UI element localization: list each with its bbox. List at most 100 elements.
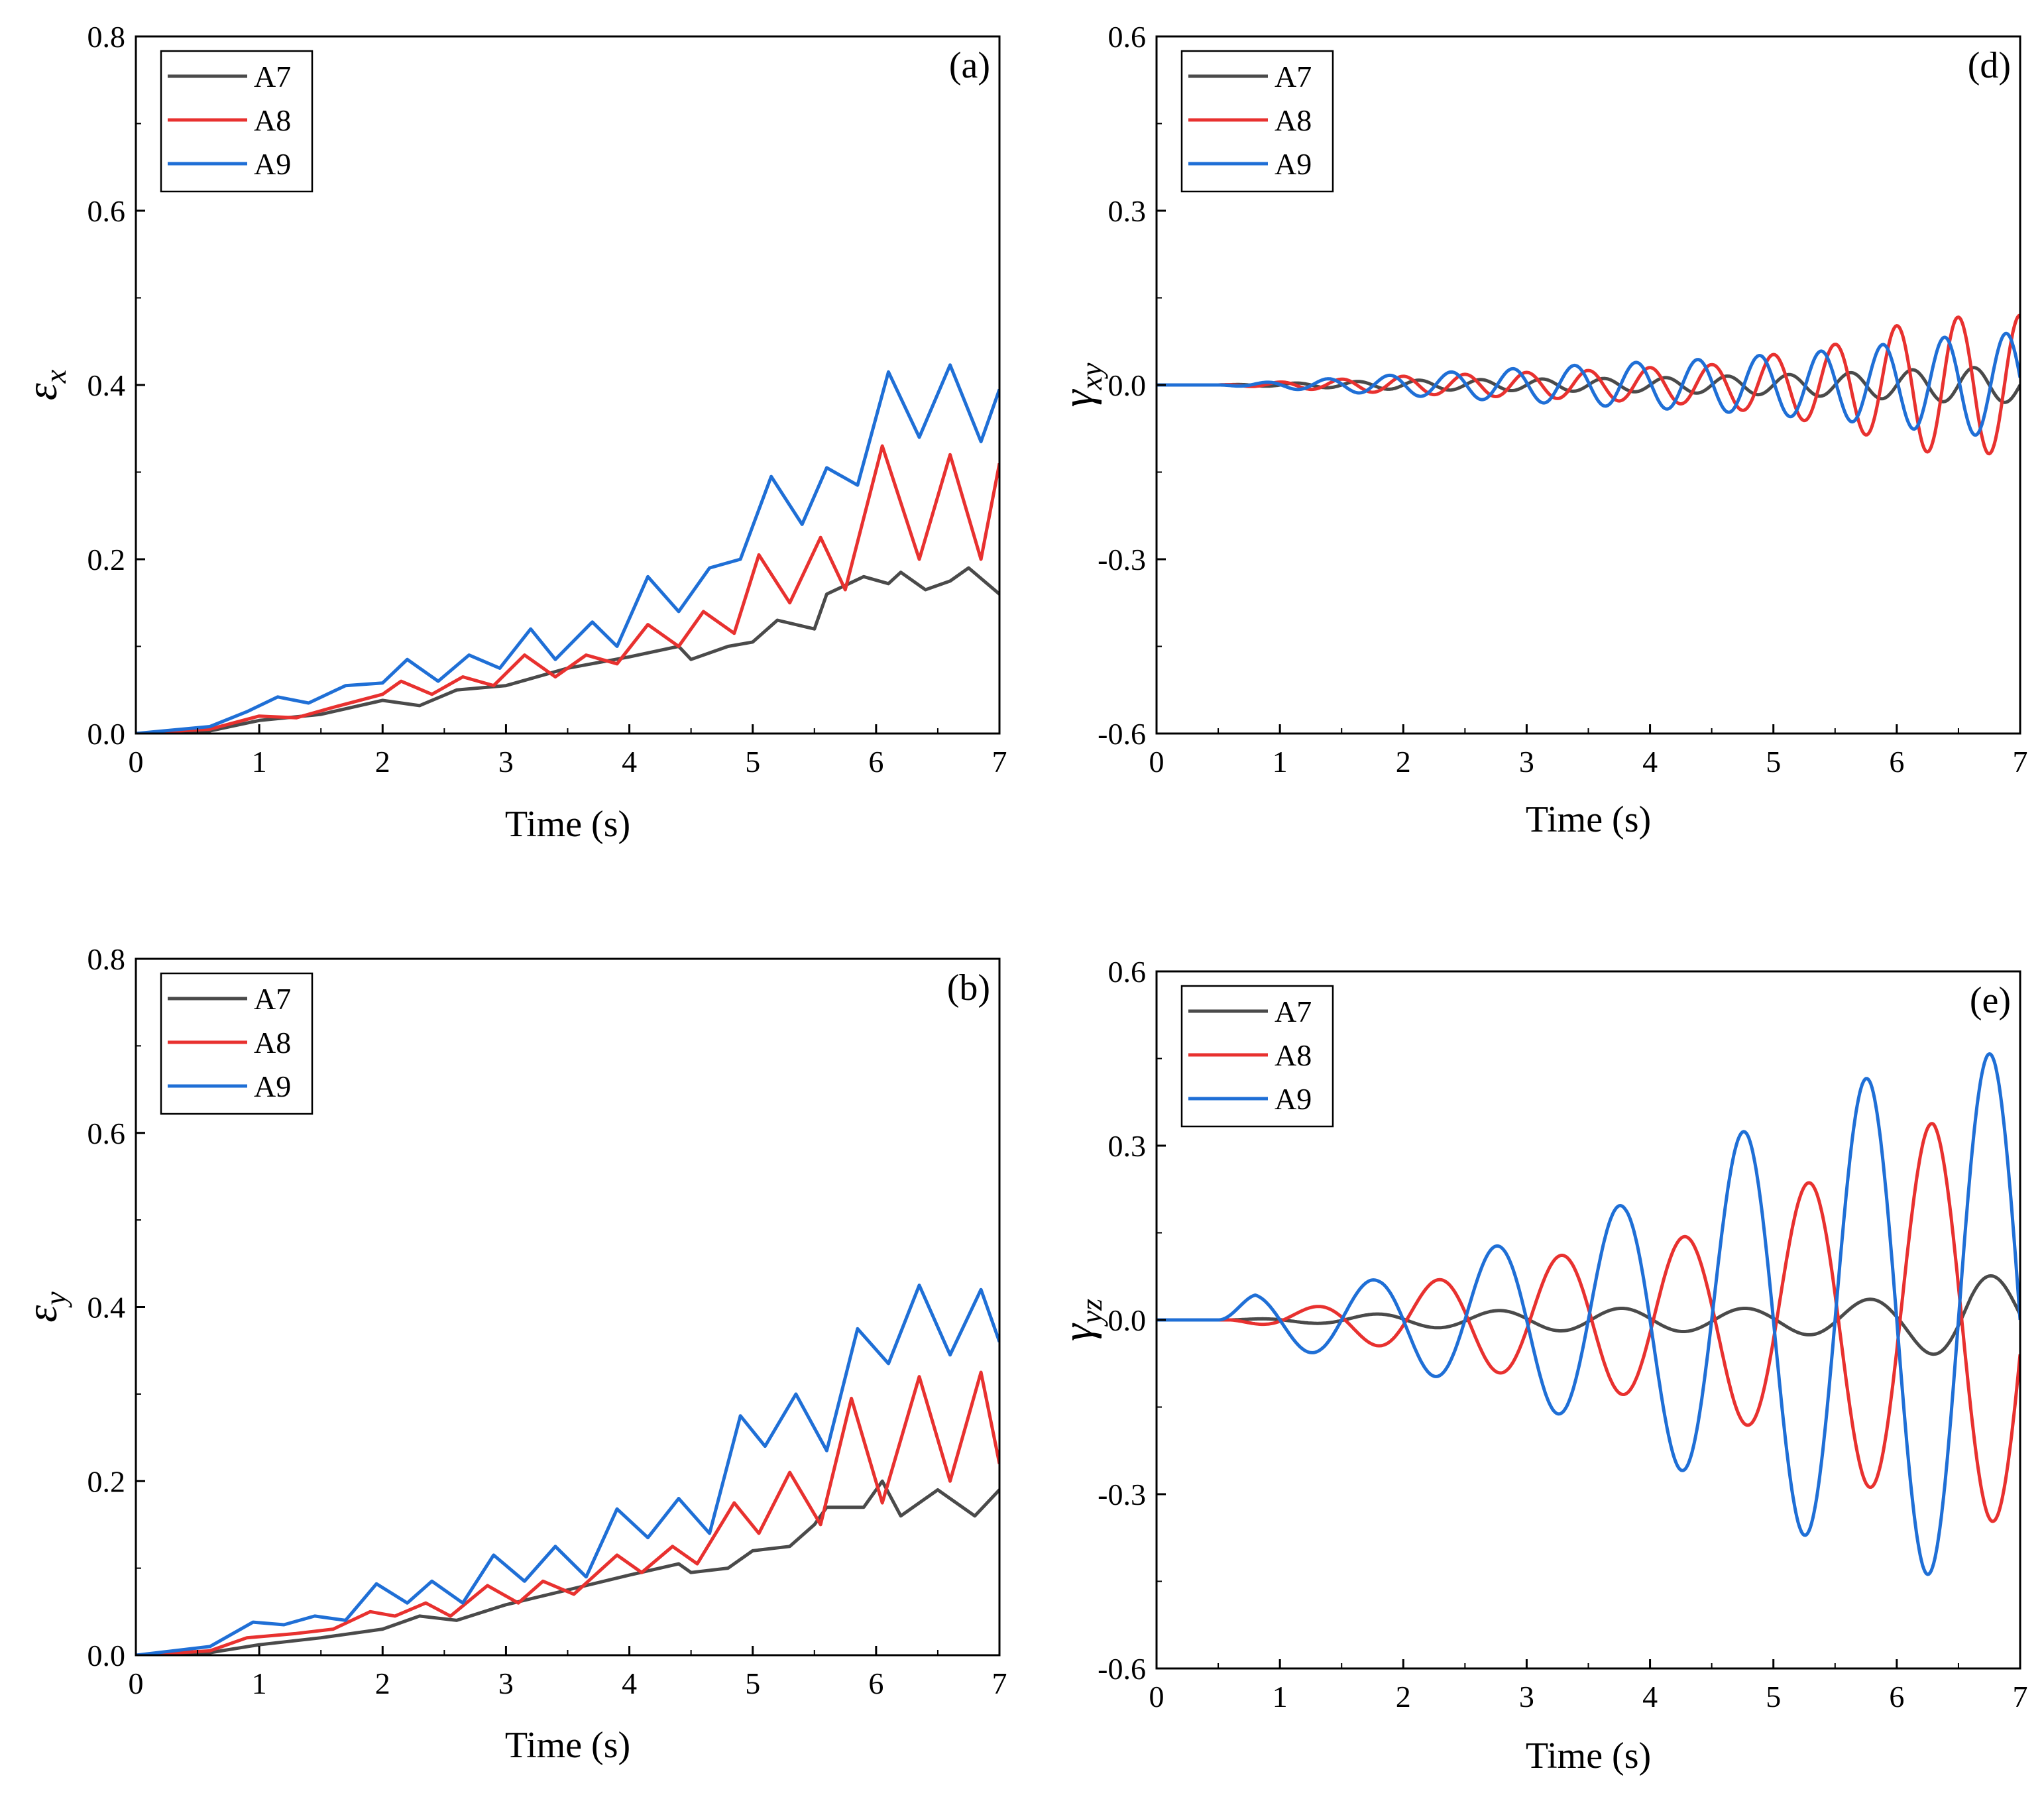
series-line-a7	[136, 1479, 999, 1655]
x-tick-label: 7	[2013, 1680, 2028, 1714]
y-axis-symbol: γ	[1054, 388, 1102, 407]
y-tick-label: -0.6	[1098, 1652, 1146, 1686]
x-tick-label: 6	[868, 745, 883, 779]
legend-label-a8: A8	[254, 1026, 291, 1060]
y-tick-label: 0.8	[87, 20, 126, 54]
panel-label: (d)	[1968, 45, 2011, 86]
y-axis-title: εx	[18, 369, 72, 400]
series-line-a8	[136, 1370, 999, 1655]
x-axis-title: Time (s)	[1526, 1735, 1651, 1776]
x-tick-label: 4	[622, 745, 637, 779]
series-line-a8	[1157, 313, 2020, 456]
legend-label-a9: A9	[254, 147, 291, 181]
y-tick-label: 0.8	[87, 942, 126, 976]
legend-label-a8: A8	[1275, 1038, 1312, 1072]
y-tick-label: 0.6	[1108, 955, 1147, 989]
series-line-a9	[1157, 331, 2020, 437]
x-tick-label: 0	[1149, 1680, 1164, 1714]
y-axis-symbol: γ	[1054, 1323, 1102, 1341]
panel-label: (e)	[1970, 980, 2011, 1021]
x-tick-label: 6	[1889, 745, 1904, 779]
panel-d: 0 1 2 3 4 5 6 7 -0.6 -0.3 0.0 0.3 0.6 Time (s) γxy (d) A…	[1054, 20, 2028, 840]
x-tick-label: 1	[1273, 1680, 1288, 1714]
legend: A7 A8 A9	[1180, 50, 1334, 193]
legend-label-a9: A9	[1275, 1082, 1312, 1116]
x-tick-label: 5	[1766, 745, 1781, 779]
legend-label-a7: A7	[254, 982, 291, 1016]
x-tick-label: 0	[1149, 745, 1164, 779]
y-axis-subscript: xy	[1074, 362, 1108, 390]
legend: A7 A8 A9	[1180, 985, 1334, 1128]
y-tick-label: 0.4	[87, 1291, 126, 1325]
y-axis-symbol: ε	[18, 1305, 66, 1323]
panel-a: 0 1 2 3 4 5 6 7 0.0 0.2 0.4 0.6 0.8 Time (s) εx (a) A7 A8…	[18, 20, 1007, 845]
y-tick-label: 0.3	[1108, 194, 1147, 228]
panel-label: (a)	[949, 45, 990, 86]
x-axis-title: Time (s)	[505, 1725, 630, 1766]
y-axis-title: γyz	[1054, 1299, 1108, 1341]
panel-label: (b)	[947, 967, 990, 1009]
x-tick-label: 3	[1519, 1680, 1534, 1714]
y-axis-title: εy	[18, 1291, 72, 1323]
x-tick-label: 6	[1889, 1680, 1904, 1714]
y-axis-subscript: yz	[1074, 1299, 1108, 1327]
x-tick-label: 0	[129, 745, 144, 779]
y-tick-label: 0.2	[87, 543, 126, 576]
x-tick-label: 3	[1519, 745, 1534, 779]
y-tick-label: 0.3	[1108, 1129, 1147, 1163]
y-tick-label: -0.3	[1098, 543, 1146, 576]
x-axis-title: Time (s)	[1526, 799, 1651, 840]
y-axis-subscript: y	[38, 1291, 72, 1308]
legend: A7 A8 A9	[160, 972, 313, 1115]
legend-label-a7: A7	[1275, 995, 1312, 1028]
x-tick-label: 2	[375, 745, 390, 779]
x-tick-label: 6	[868, 1666, 883, 1700]
legend-label-a7: A7	[254, 60, 291, 93]
y-tick-label: 0.0	[87, 1639, 126, 1672]
x-tick-label: 0	[129, 1666, 144, 1700]
x-tick-label: 5	[745, 1666, 760, 1700]
y-axis-subscript: x	[38, 369, 72, 384]
panel-e: 0 1 2 3 4 5 6 7 -0.6 -0.3 0.0 0.3 0.6 Time (s) γyz (e) A…	[1054, 955, 2028, 1776]
y-tick-label: -0.3	[1098, 1478, 1146, 1511]
x-tick-label: 7	[992, 745, 1007, 779]
panel-b: 0 1 2 3 4 5 6 7 0.0 0.2 0.4 0.6 0.8 Time (s) εy (b) A7 A8…	[18, 942, 1007, 1766]
x-tick-label: 4	[622, 1666, 637, 1700]
x-tick-label: 3	[498, 1666, 514, 1700]
legend-label-a8: A8	[1275, 103, 1312, 137]
legend-label-a7: A7	[1275, 60, 1312, 93]
y-axis-title: γxy	[1054, 362, 1108, 407]
y-tick-label: 0.0	[1108, 1303, 1147, 1337]
x-tick-label: 7	[2013, 745, 2028, 779]
x-tick-label: 4	[1642, 1680, 1658, 1714]
legend-label-a8: A8	[254, 103, 291, 137]
y-axis-symbol: ε	[18, 383, 66, 400]
x-tick-label: 5	[745, 745, 760, 779]
y-tick-label: 0.6	[87, 1117, 126, 1150]
legend-label-a9: A9	[1275, 147, 1312, 181]
y-tick-label: 0.6	[87, 194, 126, 228]
y-tick-label: 0.0	[1108, 368, 1147, 402]
x-tick-label: 2	[375, 1666, 390, 1700]
x-tick-label: 3	[498, 745, 514, 779]
legend: A7 A8 A9	[160, 50, 313, 193]
y-tick-label: 0.4	[87, 368, 126, 402]
x-tick-label: 2	[1396, 745, 1411, 779]
x-tick-label: 2	[1396, 1680, 1411, 1714]
x-tick-label: 1	[252, 745, 267, 779]
x-tick-label: 1	[1273, 745, 1288, 779]
y-tick-label: 0.0	[87, 717, 126, 751]
series-line-a9	[136, 363, 999, 734]
x-tick-label: 7	[992, 1666, 1007, 1700]
series-line-a8	[136, 444, 999, 734]
series-line-a9	[1157, 1052, 2020, 1576]
y-tick-label: 0.2	[87, 1464, 126, 1498]
x-tick-label: 1	[252, 1666, 267, 1700]
legend-label-a9: A9	[254, 1069, 291, 1103]
x-tick-label: 4	[1642, 745, 1658, 779]
series-line-a7	[136, 566, 999, 734]
series-line-a9	[136, 1283, 999, 1655]
x-tick-label: 5	[1766, 1680, 1781, 1714]
y-tick-label: 0.6	[1108, 20, 1147, 54]
